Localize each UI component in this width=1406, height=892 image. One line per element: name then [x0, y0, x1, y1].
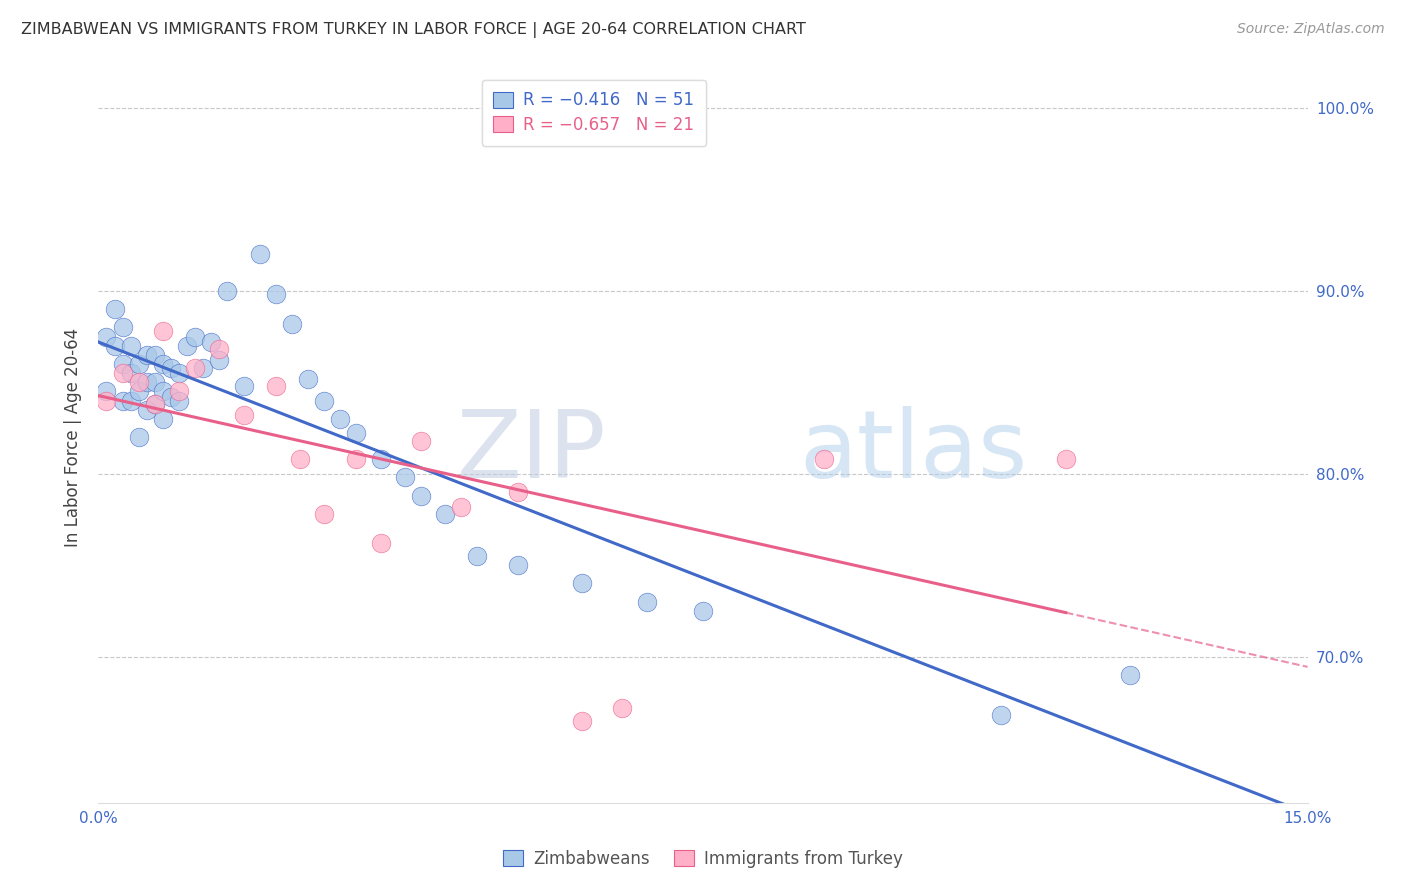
Point	[297, 371, 319, 385]
Point	[636, 594, 658, 608]
Point	[128, 384, 150, 399]
Point	[232, 379, 254, 393]
Point	[612, 700, 634, 714]
Point	[314, 507, 336, 521]
Point	[152, 384, 174, 399]
Legend: R = −0.416   N = 51, R = −0.657   N = 21: R = −0.416 N = 51, R = −0.657 N = 21	[482, 79, 706, 145]
Point	[1054, 452, 1077, 467]
Point	[184, 360, 207, 375]
Point	[208, 343, 231, 357]
Point	[264, 379, 287, 393]
Point	[200, 334, 222, 349]
Text: ZIP: ZIP	[457, 406, 606, 498]
Point	[143, 375, 166, 389]
Point	[264, 287, 287, 301]
Point	[143, 348, 166, 362]
Point	[208, 353, 231, 368]
Point	[990, 708, 1012, 723]
Point	[167, 366, 190, 380]
Point	[176, 339, 198, 353]
Point	[128, 430, 150, 444]
Point	[111, 357, 134, 371]
Point	[111, 366, 134, 380]
Point	[329, 412, 352, 426]
Point	[120, 339, 142, 353]
Point	[409, 489, 432, 503]
Point	[217, 284, 239, 298]
Point	[409, 434, 432, 448]
Point	[167, 393, 190, 408]
Point	[1119, 668, 1142, 682]
Point	[506, 558, 529, 573]
Legend: Zimbabweans, Immigrants from Turkey: Zimbabweans, Immigrants from Turkey	[496, 844, 910, 875]
Point	[143, 397, 166, 411]
Point	[450, 500, 472, 514]
Point	[813, 452, 835, 467]
Point	[152, 357, 174, 371]
Point	[135, 348, 157, 362]
Point	[465, 549, 488, 563]
Point	[120, 366, 142, 380]
Point	[96, 384, 118, 399]
Point	[232, 408, 254, 422]
Point	[111, 320, 134, 334]
Point	[692, 604, 714, 618]
Point	[160, 360, 183, 375]
Point	[120, 393, 142, 408]
Point	[96, 393, 118, 408]
Point	[506, 484, 529, 499]
Point	[135, 402, 157, 417]
Point	[288, 452, 311, 467]
Point	[96, 329, 118, 343]
Point	[103, 301, 125, 317]
Point	[370, 536, 392, 550]
Text: atlas: atlas	[800, 406, 1028, 498]
Point	[152, 324, 174, 338]
Point	[571, 576, 593, 591]
Point	[394, 470, 416, 484]
Point	[103, 339, 125, 353]
Y-axis label: In Labor Force | Age 20-64: In Labor Force | Age 20-64	[63, 327, 82, 547]
Point	[344, 426, 367, 441]
Point	[314, 393, 336, 408]
Point	[128, 357, 150, 371]
Point	[193, 360, 215, 375]
Point	[249, 247, 271, 261]
Point	[281, 317, 304, 331]
Point	[135, 375, 157, 389]
Point	[184, 329, 207, 343]
Point	[152, 412, 174, 426]
Point	[344, 452, 367, 467]
Point	[143, 397, 166, 411]
Text: ZIMBABWEAN VS IMMIGRANTS FROM TURKEY IN LABOR FORCE | AGE 20-64 CORRELATION CHAR: ZIMBABWEAN VS IMMIGRANTS FROM TURKEY IN …	[21, 22, 806, 38]
Point	[167, 384, 190, 399]
Text: Source: ZipAtlas.com: Source: ZipAtlas.com	[1237, 22, 1385, 37]
Point	[434, 507, 457, 521]
Point	[160, 390, 183, 404]
Point	[370, 452, 392, 467]
Point	[128, 375, 150, 389]
Point	[111, 393, 134, 408]
Point	[571, 714, 593, 728]
